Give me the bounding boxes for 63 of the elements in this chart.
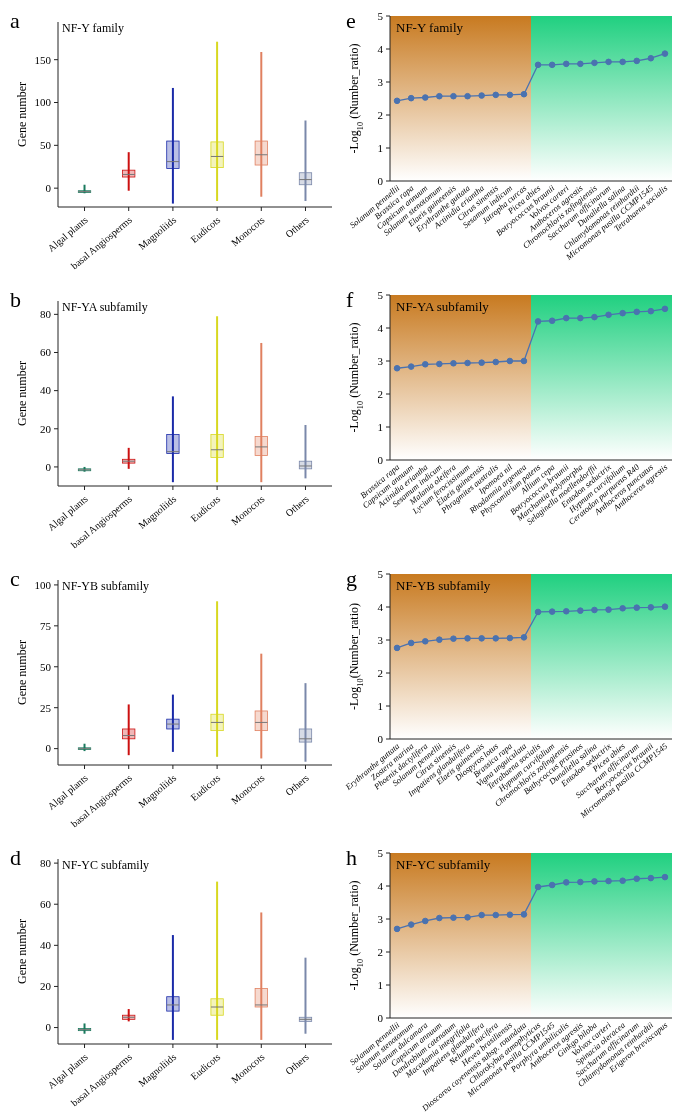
text: b bbox=[10, 287, 21, 312]
y-tick-label: 150 bbox=[34, 53, 52, 66]
y-tick-label: 1 bbox=[377, 978, 383, 991]
y-tick-label: 50 bbox=[40, 660, 52, 673]
text: f bbox=[346, 287, 354, 312]
y-tick-label: 80 bbox=[40, 308, 52, 321]
chart-title: NF-YA subfamily bbox=[62, 300, 148, 314]
y-tick-label: 75 bbox=[40, 619, 52, 632]
y-tick-label: 4 bbox=[377, 879, 384, 892]
text: d bbox=[10, 845, 21, 870]
y-tick-label: 0 bbox=[45, 182, 52, 195]
y-tick-label: 1 bbox=[377, 420, 383, 433]
y-tick-label: 25 bbox=[40, 701, 52, 714]
y-tick-label: 2 bbox=[377, 945, 383, 958]
chart-title: NF-YB subfamily bbox=[396, 578, 491, 593]
y-axis-title: Gene number bbox=[15, 640, 29, 705]
chart-title: NF-Y family bbox=[62, 21, 124, 35]
y-tick-label: 2 bbox=[377, 666, 383, 679]
y-tick-label: 4 bbox=[377, 42, 384, 55]
y-tick-label: 60 bbox=[40, 898, 52, 911]
y-tick-label: 80 bbox=[40, 856, 52, 869]
y-tick-label: 2 bbox=[377, 387, 383, 400]
text: g bbox=[346, 566, 357, 591]
y-tick-label: 2 bbox=[377, 108, 383, 121]
y-tick-label: 1 bbox=[377, 141, 383, 154]
y-axis-title: Gene number bbox=[15, 82, 29, 147]
y-tick-label: 0 bbox=[377, 1011, 384, 1024]
chart-title: NF-Y family bbox=[396, 20, 464, 35]
text: c bbox=[10, 566, 20, 591]
y-tick-label: 5 bbox=[377, 846, 384, 859]
y-axis-title: Gene number bbox=[15, 919, 29, 984]
y-tick-label: 20 bbox=[40, 980, 52, 993]
y-tick-label: 3 bbox=[377, 354, 384, 367]
y-tick-label: 0 bbox=[377, 453, 384, 466]
text: h bbox=[346, 845, 357, 870]
y-tick-label: 100 bbox=[34, 578, 52, 591]
y-tick-label: 3 bbox=[377, 633, 384, 646]
y-tick-label: 60 bbox=[40, 346, 52, 359]
y-tick-label: 40 bbox=[40, 939, 52, 952]
y-tick-label: 0 bbox=[45, 742, 52, 755]
y-axis-title: Gene number bbox=[15, 361, 29, 426]
y-tick-label: 5 bbox=[377, 567, 384, 580]
y-tick-label: 100 bbox=[34, 96, 52, 109]
y-tick-label: 1 bbox=[377, 699, 383, 712]
y-tick-label: 5 bbox=[377, 9, 384, 22]
y-tick-label: 0 bbox=[377, 174, 384, 187]
y-tick-label: 5 bbox=[377, 288, 384, 301]
y-tick-label: 40 bbox=[40, 384, 52, 397]
y-tick-label: 0 bbox=[45, 460, 52, 473]
y-tick-label: 50 bbox=[40, 139, 52, 152]
y-tick-label: 3 bbox=[377, 75, 384, 88]
chart-title: NF-YA subfamily bbox=[396, 299, 490, 314]
chart-title: NF-YC subfamily bbox=[396, 857, 491, 872]
y-tick-label: 4 bbox=[377, 321, 384, 334]
chart-title: NF-YB subfamily bbox=[62, 579, 149, 593]
text: a bbox=[10, 8, 20, 33]
y-tick-label: 0 bbox=[377, 732, 384, 745]
y-tick-label: 3 bbox=[377, 912, 384, 925]
y-tick-label: 4 bbox=[377, 600, 384, 613]
chart-title: NF-YC subfamily bbox=[62, 858, 149, 872]
y-tick-label: 20 bbox=[40, 422, 52, 435]
text: e bbox=[346, 8, 356, 33]
y-tick-label: 0 bbox=[45, 1021, 52, 1034]
